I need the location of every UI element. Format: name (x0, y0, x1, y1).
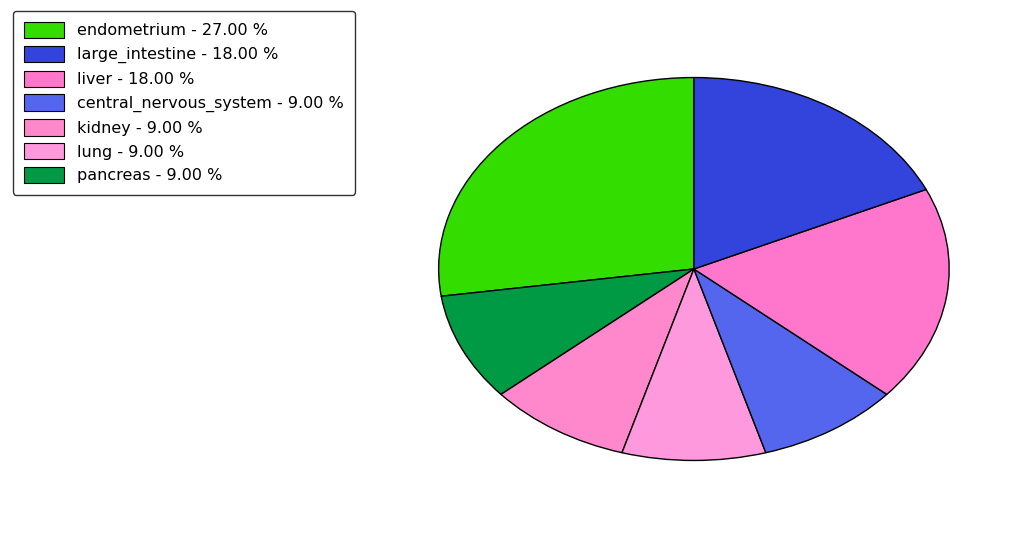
Wedge shape (694, 77, 926, 269)
Wedge shape (694, 189, 949, 394)
Wedge shape (442, 269, 694, 394)
Wedge shape (694, 269, 886, 452)
Wedge shape (622, 269, 766, 461)
Legend: endometrium - 27.00 %, large_intestine - 18.00 %, liver - 18.00 %, central_nervo: endometrium - 27.00 %, large_intestine -… (13, 11, 355, 195)
Wedge shape (439, 77, 694, 296)
Wedge shape (501, 269, 694, 452)
